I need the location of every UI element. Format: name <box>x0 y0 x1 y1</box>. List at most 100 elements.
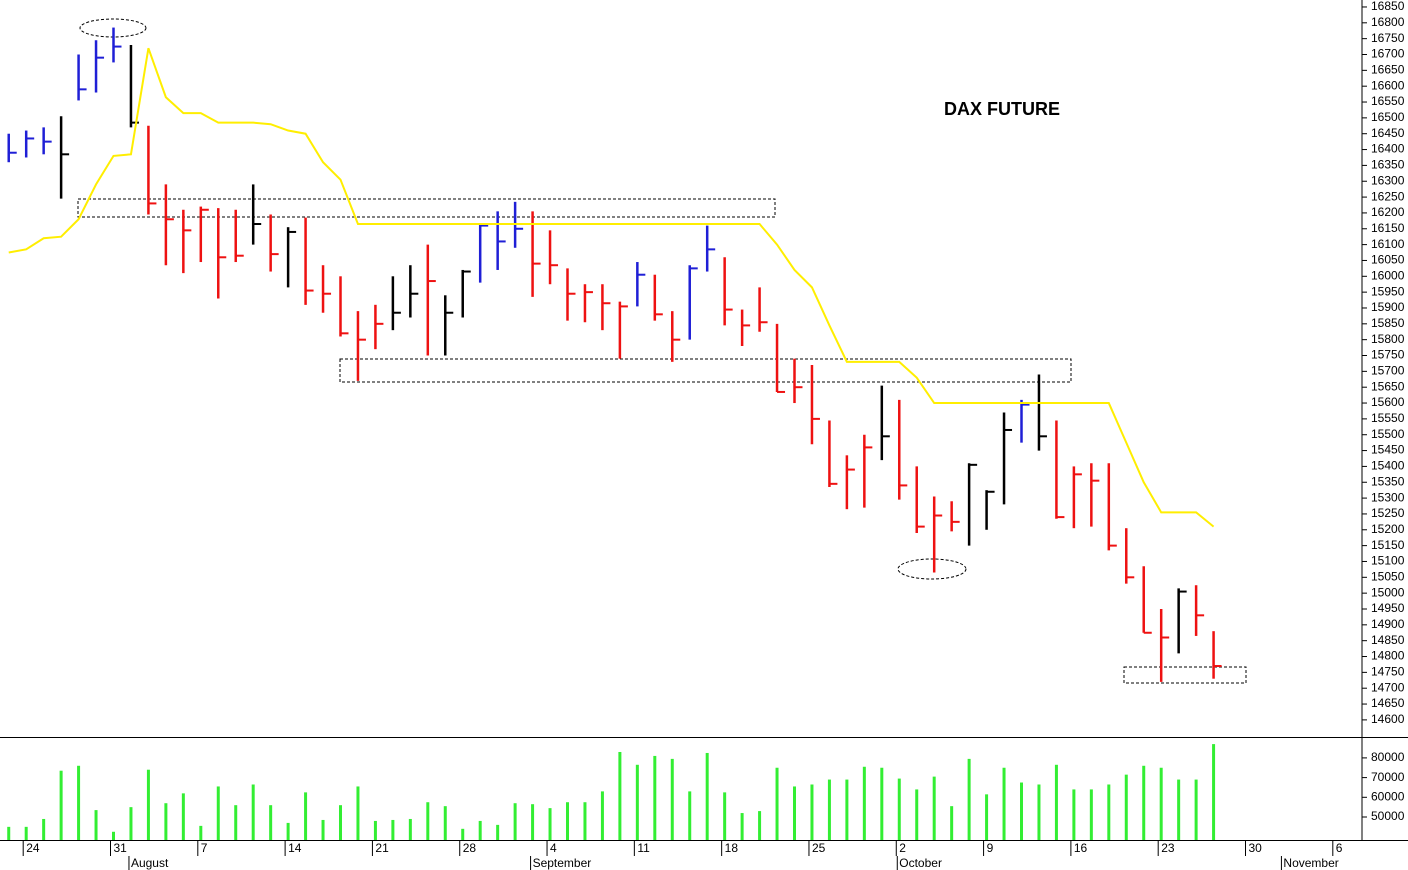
volume-bar <box>216 786 220 840</box>
x-tick-label: 23 <box>1161 841 1175 855</box>
y-tick-label: 16050 <box>1371 253 1405 267</box>
x-tick-label: 11 <box>637 841 650 855</box>
y-tick-label: 14700 <box>1371 680 1405 694</box>
x-tick-label: 9 <box>987 841 994 855</box>
volume-bar <box>513 803 517 840</box>
month-label: November <box>1283 856 1338 870</box>
volume-bar <box>1002 767 1006 840</box>
volume-bar <box>566 802 569 840</box>
volume-bar <box>548 808 552 840</box>
annotation-box <box>339 358 1072 383</box>
volume-bar <box>1072 789 1076 840</box>
y-tick-label: 16650 <box>1371 63 1405 77</box>
y-tick-label: 15850 <box>1371 316 1405 330</box>
y-tick-label: 15700 <box>1371 364 1405 378</box>
volume-bar <box>408 818 412 840</box>
y-tick-label: 14950 <box>1371 601 1405 615</box>
volume-bar <box>635 764 639 840</box>
month-label: October <box>899 856 942 870</box>
y-tick-label: 15100 <box>1371 554 1405 568</box>
x-tick-label: 31 <box>114 841 128 855</box>
y-tick-label: 16200 <box>1371 205 1405 219</box>
volume-bar <box>1177 779 1181 840</box>
y-tick-label: 15200 <box>1371 522 1405 536</box>
y-tick-label: 16750 <box>1371 31 1405 45</box>
volume-bar <box>740 813 744 840</box>
x-tick-label: 4 <box>550 841 557 855</box>
y-tick-label: 16350 <box>1371 158 1405 172</box>
annotation-ellipse <box>897 558 967 580</box>
volume-bar <box>723 792 727 840</box>
volume-bar <box>112 831 115 840</box>
y-tick-label: 60000 <box>1371 789 1405 803</box>
volume-bar <box>1212 744 1216 840</box>
chart-title: DAX FUTURE <box>944 99 1060 119</box>
y-tick-label: 15550 <box>1371 411 1405 425</box>
volume-bar <box>164 803 168 840</box>
volume-bar <box>234 805 238 840</box>
x-tick-label: 30 <box>1249 841 1263 855</box>
volume-bar <box>269 805 273 840</box>
x-tick-label: 18 <box>725 841 739 855</box>
volume-bar <box>1107 784 1111 840</box>
y-tick-label: 15050 <box>1371 569 1405 583</box>
volume-bar <box>496 824 500 840</box>
volume-bar <box>478 820 482 840</box>
volume-bar <box>810 784 814 840</box>
volume-bar <box>688 791 692 840</box>
x-tick-label: 21 <box>375 841 389 855</box>
volume-bar <box>862 766 866 840</box>
volume-bar <box>583 802 587 840</box>
y-tick-label: 16150 <box>1371 221 1405 235</box>
volume-bar <box>304 792 308 840</box>
volume-bar <box>356 786 360 840</box>
y-tick-label: 14900 <box>1371 617 1405 631</box>
annotation-box <box>77 198 776 218</box>
y-tick-label: 15300 <box>1371 490 1405 504</box>
volume-bar <box>1054 764 1058 840</box>
y-tick-label: 16400 <box>1371 142 1405 156</box>
y-tick-label: 16800 <box>1371 15 1405 29</box>
y-tick-label: 16600 <box>1371 78 1405 92</box>
volume-bar <box>880 767 884 840</box>
y-tick-label: 15900 <box>1371 300 1405 314</box>
volume-bar <box>199 825 203 840</box>
volume-bar <box>932 776 936 840</box>
x-tick-label: 24 <box>26 841 40 855</box>
x-tick-label: 14 <box>288 841 302 855</box>
volume-bar <box>845 779 849 840</box>
y-tick-label: 14650 <box>1371 696 1405 710</box>
y-tick-label: 15150 <box>1371 538 1405 552</box>
volume-bar <box>7 826 11 840</box>
y-tick-label: 16300 <box>1371 173 1405 187</box>
volume-bar <box>653 755 657 840</box>
volume-bar <box>985 794 989 840</box>
y-tick-label: 15750 <box>1371 348 1405 362</box>
volume-bar <box>600 791 604 840</box>
y-tick-label: 14600 <box>1371 712 1405 726</box>
volume-bar <box>1194 779 1198 840</box>
volume-bar <box>1124 774 1128 840</box>
volume-bar <box>443 806 447 840</box>
y-tick-label: 15600 <box>1371 395 1405 409</box>
y-tick-label: 80000 <box>1371 750 1405 764</box>
volume-bar <box>94 810 98 840</box>
volume-bar <box>59 770 63 840</box>
y-tick-label: 15000 <box>1371 585 1405 599</box>
volume-bar <box>793 786 796 840</box>
y-tick-label: 15650 <box>1371 379 1405 393</box>
x-tick-label: 28 <box>463 841 477 855</box>
volume-bar <box>618 751 622 840</box>
month-label: September <box>533 856 592 870</box>
volume-bar <box>775 767 779 840</box>
y-tick-label: 15450 <box>1371 443 1405 457</box>
volume-bar <box>24 826 28 840</box>
y-tick-label: 16250 <box>1371 189 1405 203</box>
volume-bar <box>321 819 325 840</box>
y-tick-label: 16700 <box>1371 47 1405 61</box>
volume-bar <box>181 793 185 840</box>
y-tick-label: 15800 <box>1371 332 1405 346</box>
volume-bar <box>897 778 901 840</box>
